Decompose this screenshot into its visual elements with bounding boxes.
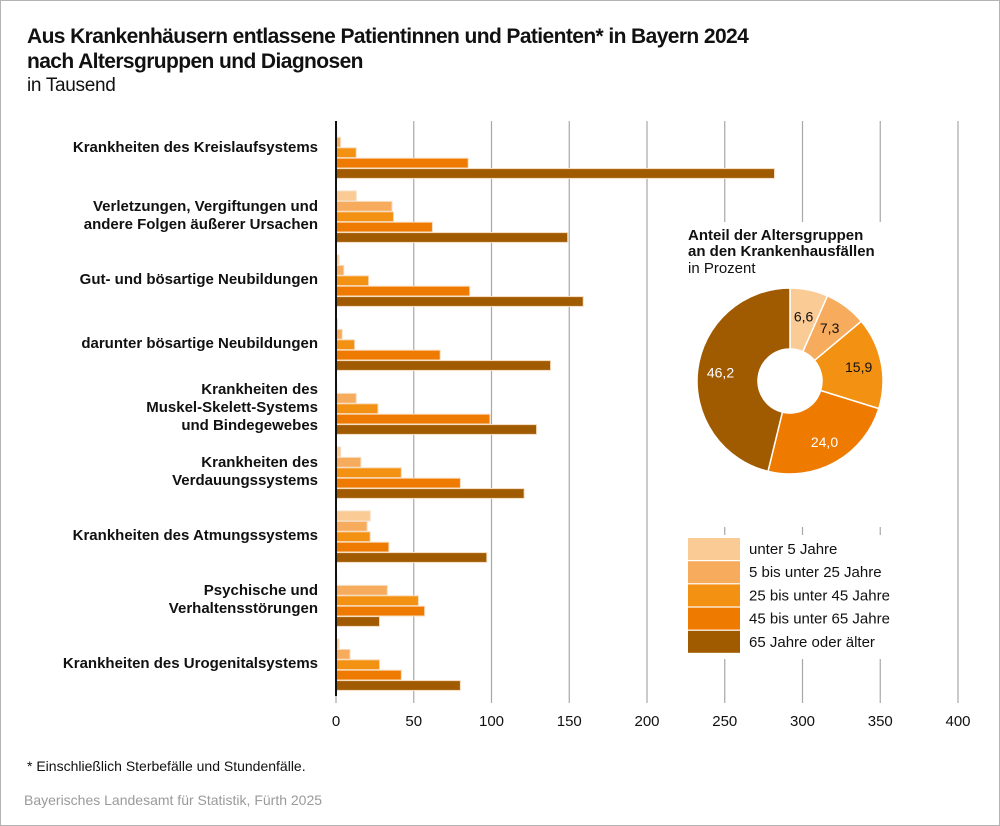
bar	[335, 157, 469, 169]
legend-label: unter 5 Jahre	[749, 541, 837, 558]
chart-subtitle: in Tausend	[27, 75, 116, 96]
x-tick-label: 350	[868, 713, 893, 730]
bar	[335, 680, 461, 691]
bar-groups	[335, 126, 776, 691]
x-tick-label: 300	[790, 713, 815, 730]
bar	[335, 595, 419, 607]
x-tick-label: 400	[945, 713, 970, 730]
title-line-2: nach Altersgruppen und Diagnosen	[27, 50, 363, 73]
category-label: Verletzungen, Vergiftungen und andere Fol…	[84, 198, 318, 233]
x-tick-label: 150	[557, 713, 582, 730]
legend-swatch	[688, 561, 740, 584]
legend: unter 5 Jahre 5 bis unter 25 Jahre 25 bis …	[680, 535, 920, 659]
bar	[335, 605, 426, 617]
bar	[335, 296, 584, 307]
bar-group	[335, 190, 569, 243]
legend-label: 65 Jahre oder älter	[749, 634, 875, 651]
x-tick-label: 100	[479, 713, 504, 730]
bar	[335, 275, 370, 287]
bar	[335, 467, 402, 479]
pie-slice	[813, 320, 884, 410]
bar-group	[335, 254, 584, 307]
category-label: Psychische und Verhaltensstörungen	[169, 582, 318, 617]
bar	[335, 211, 395, 223]
legend-swatch	[688, 630, 740, 653]
x-axis-ticks: 0 50 100 150 200 250 300 350 400	[332, 696, 971, 730]
pie-title: an den Krankenhausfällen	[688, 243, 875, 260]
bar	[335, 584, 388, 596]
pie-slice-label: 24,0	[811, 434, 838, 450]
bar	[335, 510, 371, 522]
bar-group	[335, 510, 488, 563]
bar	[335, 221, 433, 233]
pie-slice-label: 6,6	[794, 308, 814, 324]
bar	[335, 349, 441, 361]
category-label: darunter bösartige Neubildungen	[81, 335, 318, 352]
bar	[335, 147, 357, 159]
bar	[335, 360, 552, 371]
bar-group	[335, 446, 525, 499]
legend-label: 25 bis unter 45 Jahre	[749, 587, 890, 604]
pie-slice	[767, 389, 880, 475]
bar	[335, 285, 471, 297]
pie-title: Anteil der Altersgruppen	[688, 227, 863, 244]
legend-swatch	[688, 584, 740, 607]
legend-label: 5 bis unter 25 Jahre	[749, 564, 882, 581]
bar	[335, 413, 491, 425]
bar	[335, 392, 357, 404]
pie-slice-label: 15,9	[845, 359, 872, 375]
bar	[335, 648, 351, 660]
category-label: Gut- und bösartige Neubildungen	[80, 271, 318, 288]
legend-label: 45 bis unter 65 Jahre	[749, 611, 890, 628]
bar	[335, 669, 402, 681]
bar	[335, 190, 357, 202]
pie-slice-label: 7,3	[820, 320, 840, 336]
footnote: * Einschließlich Sterbefälle und Stunden…	[27, 758, 306, 774]
pie-slice	[696, 287, 791, 473]
legend-swatch	[688, 607, 740, 630]
bar	[335, 200, 393, 212]
category-label: Krankheiten des Verdauungssystems	[172, 454, 318, 489]
pie-subtitle: in Prozent	[688, 260, 756, 277]
category-label: Krankheiten des Urogenitalsystems	[63, 655, 318, 672]
category-labels: Krankheiten des Kreislaufsystems Verletzu…	[63, 139, 318, 672]
bar	[335, 264, 345, 276]
chart-title: Aus Krankenhäusern entlassene Patientinn…	[27, 24, 749, 74]
legend-swatch	[688, 538, 740, 560]
category-label: Krankheiten des Muskel-Skelett-Systems und…	[146, 381, 318, 434]
bar	[335, 168, 776, 179]
bar	[335, 456, 362, 468]
bar	[335, 520, 368, 532]
bar	[335, 424, 538, 435]
x-tick-label: 250	[712, 713, 737, 730]
bar	[335, 403, 379, 415]
bar	[335, 531, 371, 543]
bar	[335, 477, 461, 489]
bar	[335, 552, 488, 563]
bar-group	[335, 638, 461, 691]
category-label: Krankheiten des Atmungssystems	[73, 527, 318, 544]
bar-group	[335, 126, 776, 179]
title-line-1: Aus Krankenhäusern entlassene Patientinn…	[27, 25, 749, 48]
bar	[335, 541, 390, 553]
x-tick-label: 50	[405, 713, 422, 730]
bar-group	[335, 382, 538, 435]
bar	[335, 488, 525, 499]
pie-slice-label: 46,2	[707, 365, 734, 381]
x-tick-label: 200	[634, 713, 659, 730]
bar-group	[335, 574, 426, 627]
bar	[335, 659, 381, 671]
bar	[335, 339, 356, 351]
bar	[335, 616, 381, 627]
bar-group	[335, 318, 552, 371]
source-note: Bayerisches Landesamt für Statistik, Für…	[24, 792, 323, 808]
category-label: Krankheiten des Kreislaufsystems	[73, 139, 318, 156]
bar	[335, 232, 569, 243]
x-tick-label: 0	[332, 713, 340, 730]
